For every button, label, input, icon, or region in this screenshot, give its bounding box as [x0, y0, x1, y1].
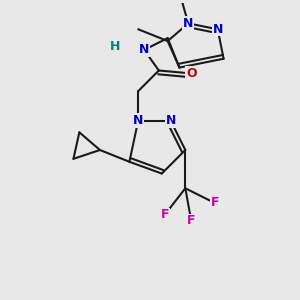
- Text: H: H: [110, 40, 120, 53]
- Text: F: F: [160, 208, 169, 221]
- Text: N: N: [133, 114, 143, 127]
- Text: F: F: [211, 196, 219, 209]
- Text: N: N: [183, 17, 194, 30]
- Text: N: N: [139, 44, 149, 56]
- Text: O: O: [186, 67, 196, 80]
- Text: N: N: [165, 114, 176, 127]
- Text: F: F: [187, 214, 196, 227]
- Text: N: N: [212, 23, 223, 36]
